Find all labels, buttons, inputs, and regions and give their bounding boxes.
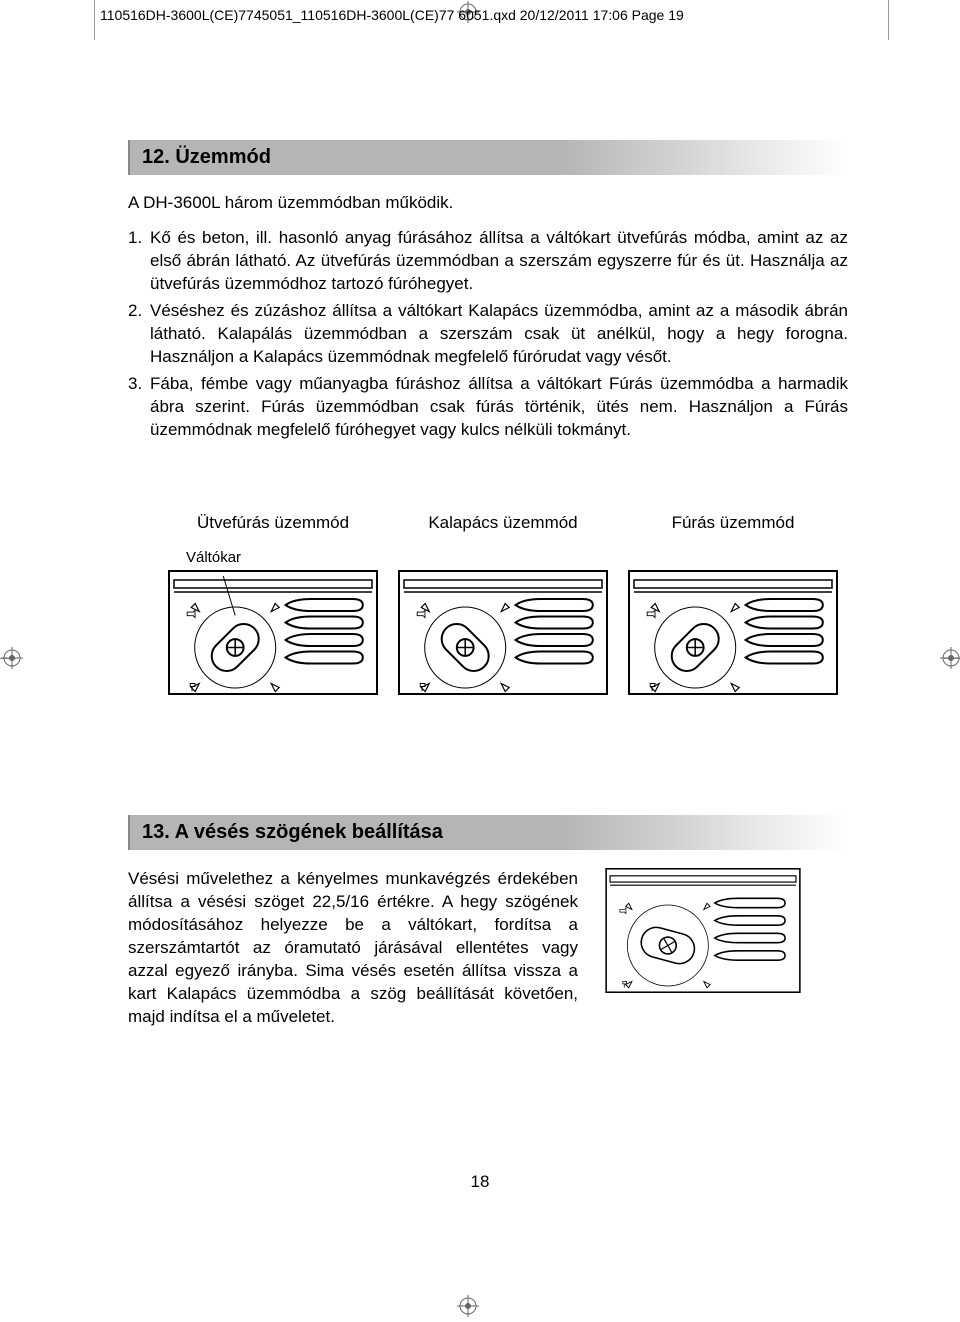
registration-mark-icon [1,647,23,674]
list-number: 1. [128,227,150,296]
registration-mark-icon [457,1295,479,1322]
mode-figure [398,570,608,700]
mode-figure-row [168,570,848,700]
mode-column: Fúrás üzemmód [628,513,838,543]
selector-sublabel: Váltókar [186,549,241,566]
list-text: Kő és beton, ill. hasonló anyag fúrásáho… [150,227,848,296]
list-item: 1. Kő és beton, ill. hasonló anyag fúrás… [128,227,848,296]
list-item: 2. Véséshez és zúzáshoz állítsa a váltók… [128,300,848,369]
file-header-line: 110516DH-3600L(CE)7745051_110516DH-3600L… [100,7,684,23]
crop-mark [94,0,95,40]
mode-label: Kalapács üzemmód [398,513,608,533]
mode-figure [168,570,378,700]
section-13: 13. A vésés szögének beállítása Vésési m… [128,815,848,1029]
section-12-heading: 12. Üzemmód [128,140,848,175]
list-number: 3. [128,373,150,442]
mode-label: Ütvefúrás üzemmód [168,513,378,533]
list-item: 3. Fába, fémbe vagy műanyagba fúráshoz á… [128,373,848,442]
registration-mark-icon [940,647,960,674]
page-number: 18 [0,1172,960,1192]
mode-figure [628,570,838,700]
list-text: Fába, fémbe vagy műanyagba fúráshoz állí… [150,373,848,442]
section-13-figure [598,868,848,998]
mode-label: Fúrás üzemmód [628,513,838,533]
section-13-text: Vésési művelethez a kényelmes munkavégzé… [128,868,578,1029]
section-12-intro: A DH-3600L három üzemmódban működik. [128,193,848,213]
mode-column: Kalapács üzemmód [398,513,608,543]
mode-column: Ütvefúrás üzemmód [168,513,378,543]
numbered-list: 1. Kő és beton, ill. hasonló anyag fúrás… [128,227,848,441]
list-text: Véséshez és zúzáshoz állítsa a váltókart… [150,300,848,369]
list-number: 2. [128,300,150,369]
crop-mark [888,0,889,40]
mode-diagram-row: Ütvefúrás üzemmód Kalapács üzemmód Fúrás… [168,513,848,543]
section-13-heading: 13. A vésés szögének beállítása [128,815,848,850]
